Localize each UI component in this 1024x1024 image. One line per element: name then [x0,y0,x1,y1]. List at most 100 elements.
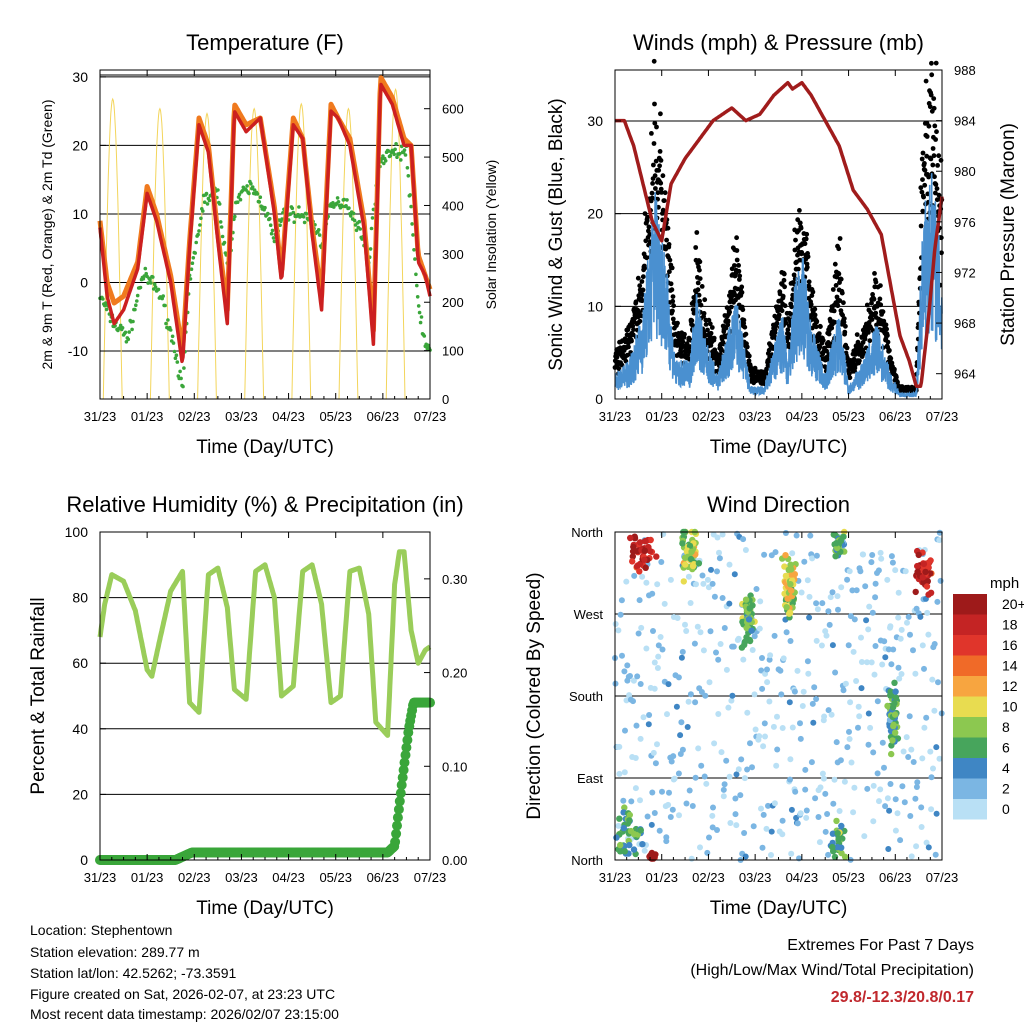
wind-direction-point [887,781,894,787]
wind-direction-point [771,800,778,807]
wind-direction-point [779,831,786,838]
dewpoint-point [301,215,306,219]
gust-point [669,265,675,271]
colorbar: mph 20+ 18 16 14 12 10 8 6 4 2 0 [953,575,1024,820]
dewpoint-point [332,205,336,209]
plot-frame [99,531,431,861]
wind-direction-point [931,641,938,647]
x-tick-label: 07/23 [414,409,447,424]
dewpoint-point [369,226,374,231]
gust-point [709,325,715,330]
wind-direction-point [720,793,727,800]
wind-direction-point [932,851,939,858]
wind-direction-point [706,834,712,841]
dewpoint-point [204,191,209,196]
wind-direction-point [629,548,637,555]
wind-direction-point [621,804,628,811]
gust-point [635,314,641,320]
wind-direction-point [865,741,872,748]
gust-point [851,356,857,362]
wind-direction-point [655,653,662,660]
wind-direction-point [799,703,806,709]
y2-tick-label: 0.00 [442,853,467,868]
dewpoint-point [263,205,267,210]
y2-tick-label: 200 [442,295,464,310]
wind-direction-point [869,552,876,558]
dewpoint-point [351,211,356,216]
y-tick-label: 60 [72,655,88,671]
gust-point [783,320,789,326]
y-tick-label: 40 [72,721,88,737]
gust-point [630,323,636,329]
wind-direction-point [715,711,722,717]
wind-direction-point [921,665,927,672]
wind-direction-point [918,824,925,830]
x-tick-label: 04/23 [272,409,305,424]
gust-point [920,177,925,183]
wind-direction-point [884,576,891,583]
dewpoint-point [317,233,322,237]
dewpoint-point [280,217,284,221]
colorbar-swatch [953,799,987,820]
gust-point [705,327,710,333]
dewpoint-point [398,151,402,156]
wind-direction-point [765,802,771,809]
wind-direction-point [822,790,829,797]
wind-direction-point [630,698,636,705]
wind-direction-point [616,743,623,750]
dewpoint-point [403,153,408,157]
wind-direction-point [750,823,757,830]
gust-point [644,218,650,224]
colorbar-label: 2 [1002,781,1010,797]
wind-direction-point [758,805,764,812]
y-tick-label: 30 [587,113,603,129]
precip-point [393,804,404,815]
dewpoint-point [219,225,224,229]
gust-point [831,308,837,314]
dewpoint-point [182,366,186,370]
wind-direction-point [888,750,895,758]
dewpoint-point [416,304,421,308]
axes: Relative Humidity (%) & Precipitation (i… [28,492,467,919]
gust-point [737,273,743,279]
wind-direction-point [657,634,664,640]
wind-direction-point [803,814,810,821]
wind-direction-point [794,667,801,674]
wind-direction-point [937,577,944,584]
wind-direction-point [636,597,643,604]
gust-point [931,96,937,101]
wind-direction-point [789,724,796,731]
precip-point [391,828,402,839]
gust-point [659,190,664,195]
gust-point [669,287,675,293]
wind-direction-point [782,552,789,559]
gust-point [921,194,926,200]
dewpoint-point [255,192,260,196]
dewpoint-point [418,320,423,325]
gust-point [927,104,933,110]
y-tick-label: 10 [72,206,88,222]
wind-direction-point [930,765,936,772]
dewpoint-point [415,283,419,288]
wind-direction-point [629,553,636,560]
gust-point [878,283,883,288]
gust-point [825,357,830,362]
wind-direction-point [872,580,879,587]
wind-direction-point [789,550,796,557]
x-tick-label: 03/23 [739,870,772,885]
wind-direction-point [649,590,656,597]
wind-direction-point [787,776,793,783]
y-tick-label: 80 [72,590,88,606]
dewpoint-point [199,216,203,221]
wind-direction-point [791,688,798,695]
wind-direction-point [659,788,665,795]
gust-point [744,344,750,350]
gust-point [931,105,937,111]
gust-point [864,302,870,308]
chart-title: Wind Direction [707,492,850,517]
x-tick-label: 05/23 [832,409,865,424]
wind-direction-point [827,594,834,601]
wind-direction-point [846,736,853,742]
pressure-line [614,80,944,389]
dewpoint-point [291,210,296,215]
